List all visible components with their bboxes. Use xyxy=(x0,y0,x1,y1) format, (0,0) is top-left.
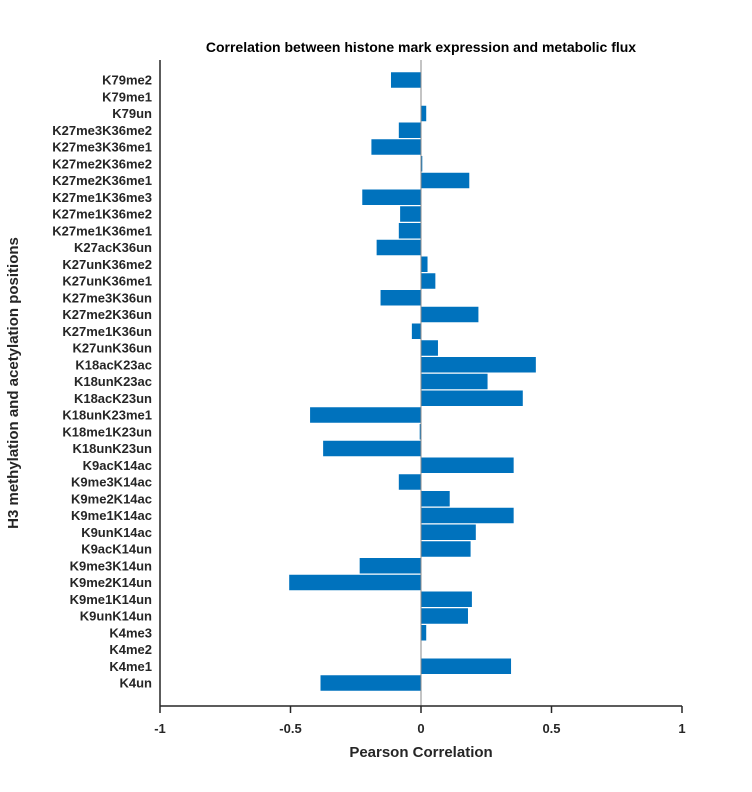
y-tick-label: K27me1K36me2 xyxy=(52,207,152,222)
bar-K9me2K14ac xyxy=(421,491,450,507)
y-tick-label: K4me1 xyxy=(109,659,152,674)
bar-K27me1K36me2 xyxy=(400,206,421,222)
bar-K18unK23un xyxy=(323,440,421,457)
y-tick-label: K9me3K14ac xyxy=(71,475,152,490)
bar-K27me3K36me1 xyxy=(371,139,421,155)
bar-K4un xyxy=(320,675,421,691)
bar-K18me1K23un xyxy=(419,424,421,440)
y-tick-label: K79me2 xyxy=(102,73,152,88)
bar-K79un xyxy=(421,105,427,122)
y-tick-label: K9me2K14un xyxy=(70,575,152,590)
bar-K27unK36un xyxy=(421,340,438,356)
y-tick-label: K27me1K36me1 xyxy=(52,223,152,238)
bar-K27acK36un xyxy=(376,239,421,256)
bar-K9me3K14un xyxy=(359,558,421,574)
y-tick-label: K27me3K36un xyxy=(62,290,152,305)
y-tick-label: K18me1K23un xyxy=(62,424,152,439)
y-tick-label: K18acK23un xyxy=(74,391,152,406)
bars-group xyxy=(289,72,536,691)
bar-K27me2K36me1 xyxy=(421,172,470,189)
bar-K9acK14ac xyxy=(421,457,514,473)
y-tick-label: K9acK14ac xyxy=(83,458,152,473)
bar-K27me3K36me2 xyxy=(398,122,421,138)
x-tick-label: 0 xyxy=(417,721,424,736)
bar-K4me1 xyxy=(421,658,512,674)
y-tick-label: K9me2K14ac xyxy=(71,491,152,506)
y-tick-label: K9me1K14ac xyxy=(71,508,152,523)
bar-K18unK23me1 xyxy=(310,407,421,423)
bar-K9me1K14ac xyxy=(421,507,514,524)
y-tick-label: K27me3K36me2 xyxy=(52,123,152,138)
bar-K9unK14un xyxy=(421,608,468,624)
bar-K27unK36me1 xyxy=(421,273,436,289)
y-tick-label: K9unK14ac xyxy=(81,525,152,540)
y-tick-label: K9me1K14un xyxy=(70,592,152,607)
bar-K9me1K14un xyxy=(421,591,472,607)
y-tick-label: K18unK23me1 xyxy=(62,408,152,423)
y-tick-label: K18acK23ac xyxy=(75,357,152,372)
y-tick-label: K27me2K36me1 xyxy=(52,173,152,188)
y-tick-label: K27unK36me2 xyxy=(62,257,152,272)
bar-K9me3K14ac xyxy=(398,474,421,490)
y-tick-label: K27acK36un xyxy=(74,240,152,255)
x-tick-label: 1 xyxy=(678,721,685,736)
x-tick-label: -1 xyxy=(154,721,166,736)
y-tick-label: K27me1K36me3 xyxy=(52,190,152,205)
y-tick-label: K79un xyxy=(112,106,152,121)
bar-K27unK36me2 xyxy=(421,256,428,272)
bar-K9me2K14un xyxy=(289,574,421,591)
y-axis-title: H3 methylation and acetylation positions xyxy=(5,237,22,529)
y-tick-label: K9acK14un xyxy=(81,542,152,557)
y-tick-label: K4un xyxy=(120,676,153,691)
bar-K27me1K36me3 xyxy=(362,189,421,205)
bar-K27me2K36un xyxy=(421,306,479,323)
y-tick-label: K27unK36me1 xyxy=(62,274,152,289)
bar-K9acK14un xyxy=(421,541,471,557)
y-tick-label: K27me3K36me1 xyxy=(52,140,152,155)
bar-K27me2K36me2 xyxy=(421,156,423,172)
x-ticks-group: -1 -0.5 0 0.5 1 xyxy=(154,706,686,736)
bar-K18acK23ac xyxy=(421,357,536,373)
bar-K79me2 xyxy=(390,72,421,88)
y-tick-label: K27me1K36un xyxy=(62,324,152,339)
bar-K27me3K36un xyxy=(380,290,421,306)
y-tick-label: K18unK23un xyxy=(73,441,153,456)
y-tick-label: K4me2 xyxy=(109,642,152,657)
y-tick-label: K27unK36un xyxy=(73,341,153,356)
y-tick-label: K27me2K36un xyxy=(62,307,152,322)
bar-K18acK23un xyxy=(421,390,523,406)
x-axis-title: Pearson Correlation xyxy=(349,744,492,761)
bar-K4me3 xyxy=(421,625,427,641)
x-tick-label: 0.5 xyxy=(542,721,560,736)
y-tick-label: K27me2K36me2 xyxy=(52,156,152,171)
y-tick-label: K79me1 xyxy=(102,89,152,104)
y-tick-label: K9unK14un xyxy=(80,609,152,624)
y-tick-label: K18unK23ac xyxy=(74,374,152,389)
chart-title: Correlation between histone mark express… xyxy=(206,39,636,55)
bar-K27me1K36me1 xyxy=(398,223,421,239)
bar-K27me1K36un xyxy=(411,323,421,339)
y-tick-label: K9me3K14un xyxy=(70,558,152,573)
x-tick-label: -0.5 xyxy=(279,721,301,736)
bar-K18unK23ac xyxy=(421,373,488,390)
y-tick-label: K4me3 xyxy=(109,625,152,640)
bar-K9unK14ac xyxy=(421,524,476,540)
